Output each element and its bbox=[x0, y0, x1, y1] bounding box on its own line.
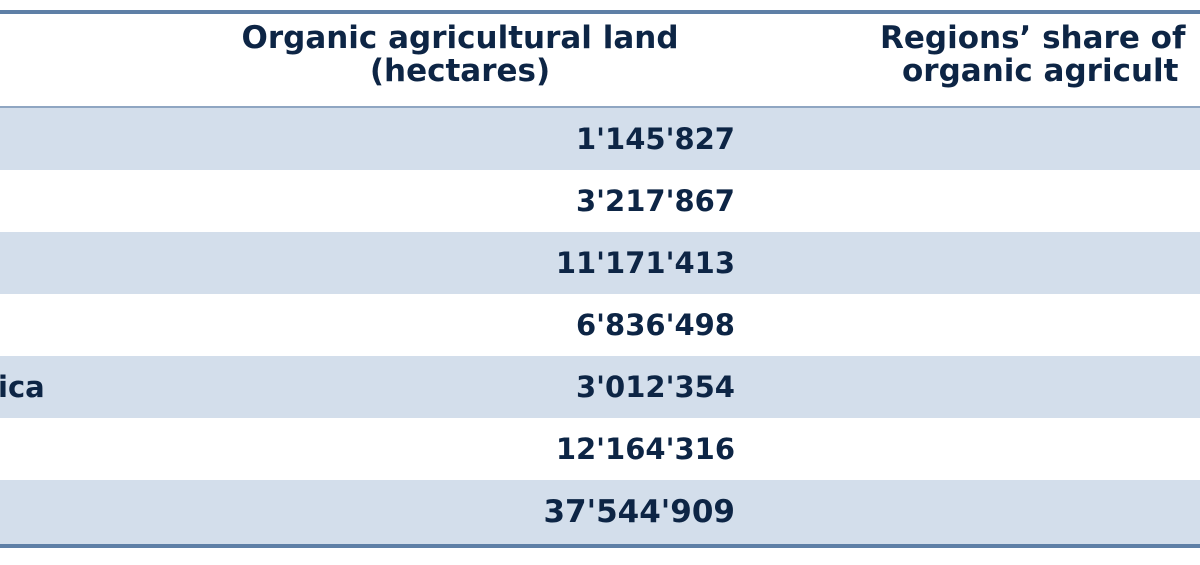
table-row: 1'145'827 bbox=[0, 108, 1200, 170]
column-header-regions-share-line2: organic agricult bbox=[902, 53, 1179, 89]
table-row-total: 37'544'909 bbox=[0, 480, 1200, 544]
column-header-regions-share-line1: Regions’ share of bbox=[880, 20, 1186, 56]
column-header-organic-land-line1: Organic agricultural land bbox=[241, 20, 679, 56]
table-header: Organic agricultural land (hectares) Reg… bbox=[0, 14, 1200, 106]
table-row: 6'836'498 bbox=[0, 294, 1200, 356]
table-row: 12'164'316 bbox=[0, 418, 1200, 480]
organic-land-total-value: 37'544'909 bbox=[543, 494, 735, 530]
region-cell: ica bbox=[0, 370, 45, 404]
organic-land-value: 6'836'498 bbox=[575, 308, 735, 342]
column-header-regions-share: Regions’ share of organic agricult bbox=[880, 22, 1200, 88]
table-row: 3'217'867 bbox=[0, 170, 1200, 232]
table-row: ica 3'012'354 bbox=[0, 356, 1200, 418]
bottom-rule bbox=[0, 544, 1200, 548]
column-header-organic-land-line2: (hectares) bbox=[369, 53, 551, 89]
organic-land-value: 3'012'354 bbox=[575, 370, 735, 404]
organic-land-value: 3'217'867 bbox=[575, 184, 735, 218]
header-rule bbox=[0, 106, 1200, 108]
organic-land-value: 1'145'827 bbox=[575, 122, 735, 156]
top-rule bbox=[0, 10, 1200, 14]
column-header-organic-land: Organic agricultural land (hectares) bbox=[180, 22, 740, 88]
organic-land-value: 12'164'316 bbox=[555, 432, 735, 466]
table-row: 11'171'413 bbox=[0, 232, 1200, 294]
organic-land-value: 11'171'413 bbox=[555, 246, 735, 280]
